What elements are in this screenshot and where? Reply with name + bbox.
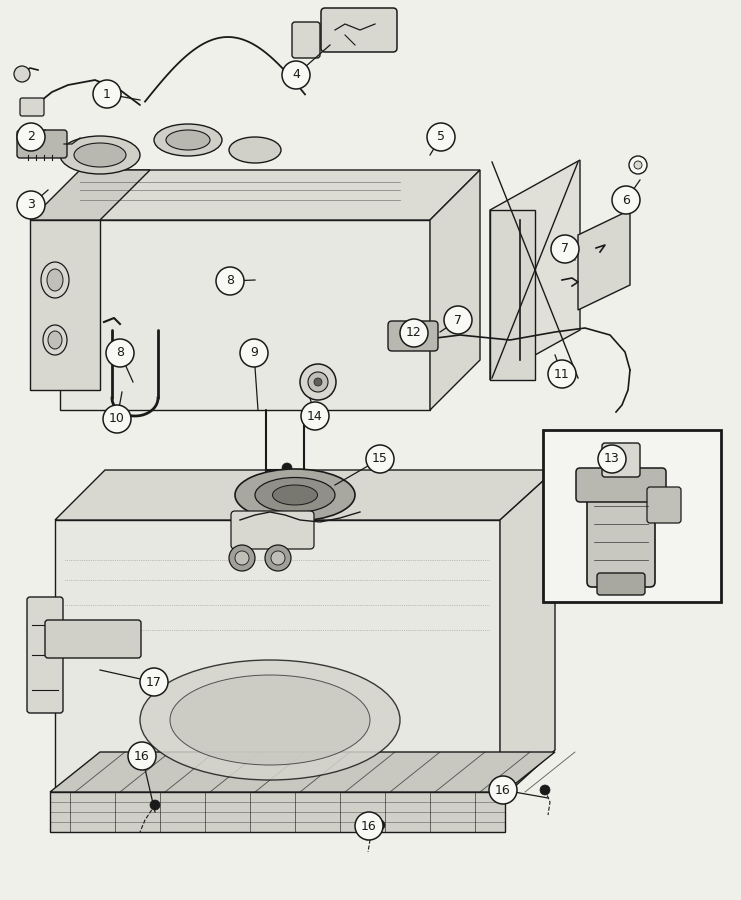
- Circle shape: [540, 785, 550, 795]
- Polygon shape: [30, 170, 150, 220]
- Polygon shape: [490, 160, 580, 380]
- Circle shape: [235, 551, 249, 565]
- Circle shape: [634, 161, 642, 169]
- Text: 10: 10: [109, 412, 125, 426]
- Circle shape: [14, 66, 30, 82]
- Circle shape: [150, 800, 160, 810]
- Circle shape: [355, 812, 383, 840]
- Ellipse shape: [47, 269, 63, 291]
- Text: 4: 4: [292, 68, 300, 82]
- Circle shape: [282, 463, 292, 473]
- Circle shape: [229, 545, 255, 571]
- Text: 14: 14: [307, 410, 323, 422]
- Circle shape: [17, 191, 45, 219]
- Circle shape: [427, 123, 455, 151]
- Text: 8: 8: [226, 274, 234, 287]
- FancyBboxPatch shape: [27, 597, 63, 713]
- Ellipse shape: [170, 675, 370, 765]
- Text: 5: 5: [437, 130, 445, 143]
- FancyBboxPatch shape: [321, 8, 397, 52]
- Ellipse shape: [60, 136, 140, 174]
- FancyBboxPatch shape: [20, 98, 44, 116]
- FancyBboxPatch shape: [602, 443, 640, 477]
- Polygon shape: [60, 170, 480, 220]
- Text: 2: 2: [27, 130, 35, 143]
- Circle shape: [366, 445, 394, 473]
- Ellipse shape: [140, 660, 400, 780]
- FancyBboxPatch shape: [17, 130, 67, 158]
- FancyBboxPatch shape: [543, 430, 721, 602]
- Text: 8: 8: [116, 346, 124, 359]
- Polygon shape: [490, 210, 535, 380]
- Circle shape: [140, 668, 168, 696]
- Text: 7: 7: [454, 313, 462, 327]
- Polygon shape: [578, 210, 630, 310]
- Text: 6: 6: [622, 194, 630, 206]
- Text: 9: 9: [250, 346, 258, 359]
- Circle shape: [265, 545, 291, 571]
- Circle shape: [375, 820, 385, 830]
- Circle shape: [240, 339, 268, 367]
- Circle shape: [93, 80, 121, 108]
- Ellipse shape: [48, 331, 62, 349]
- Circle shape: [128, 742, 156, 770]
- Text: 12: 12: [406, 327, 422, 339]
- FancyBboxPatch shape: [587, 487, 655, 587]
- Text: 16: 16: [134, 750, 150, 762]
- Text: 16: 16: [495, 784, 511, 796]
- FancyBboxPatch shape: [231, 511, 314, 549]
- Circle shape: [271, 551, 285, 565]
- Text: 1: 1: [103, 87, 111, 101]
- Ellipse shape: [273, 485, 317, 505]
- Circle shape: [17, 123, 45, 151]
- Circle shape: [400, 319, 428, 347]
- Polygon shape: [50, 752, 555, 792]
- Ellipse shape: [74, 143, 126, 167]
- Text: 13: 13: [604, 453, 620, 465]
- Circle shape: [282, 61, 310, 89]
- Circle shape: [551, 235, 579, 263]
- Circle shape: [103, 405, 131, 433]
- FancyBboxPatch shape: [388, 321, 438, 351]
- Text: 7: 7: [561, 242, 569, 256]
- Circle shape: [106, 339, 134, 367]
- Ellipse shape: [41, 262, 69, 298]
- FancyBboxPatch shape: [45, 620, 141, 658]
- Circle shape: [308, 372, 328, 392]
- Ellipse shape: [154, 124, 222, 156]
- Polygon shape: [60, 220, 430, 410]
- Circle shape: [407, 330, 419, 342]
- Circle shape: [598, 445, 626, 473]
- Text: 16: 16: [361, 820, 377, 832]
- FancyBboxPatch shape: [597, 573, 645, 595]
- Circle shape: [548, 360, 576, 388]
- Circle shape: [314, 378, 322, 386]
- Polygon shape: [55, 520, 500, 800]
- Ellipse shape: [43, 325, 67, 355]
- Ellipse shape: [255, 478, 335, 512]
- Text: 11: 11: [554, 367, 570, 381]
- Polygon shape: [55, 470, 555, 520]
- Text: 3: 3: [27, 199, 35, 212]
- FancyBboxPatch shape: [292, 22, 320, 58]
- Circle shape: [629, 156, 647, 174]
- Polygon shape: [50, 792, 505, 832]
- Circle shape: [612, 186, 640, 214]
- Polygon shape: [430, 170, 480, 410]
- Text: 17: 17: [146, 676, 162, 688]
- Polygon shape: [30, 220, 100, 390]
- Circle shape: [301, 402, 329, 430]
- Ellipse shape: [229, 137, 281, 163]
- Circle shape: [489, 776, 517, 804]
- Polygon shape: [500, 470, 555, 800]
- Text: 15: 15: [372, 453, 388, 465]
- Ellipse shape: [235, 469, 355, 521]
- Circle shape: [300, 364, 336, 400]
- FancyBboxPatch shape: [576, 468, 666, 502]
- Ellipse shape: [166, 130, 210, 150]
- Circle shape: [216, 267, 244, 295]
- Circle shape: [444, 306, 472, 334]
- FancyBboxPatch shape: [647, 487, 681, 523]
